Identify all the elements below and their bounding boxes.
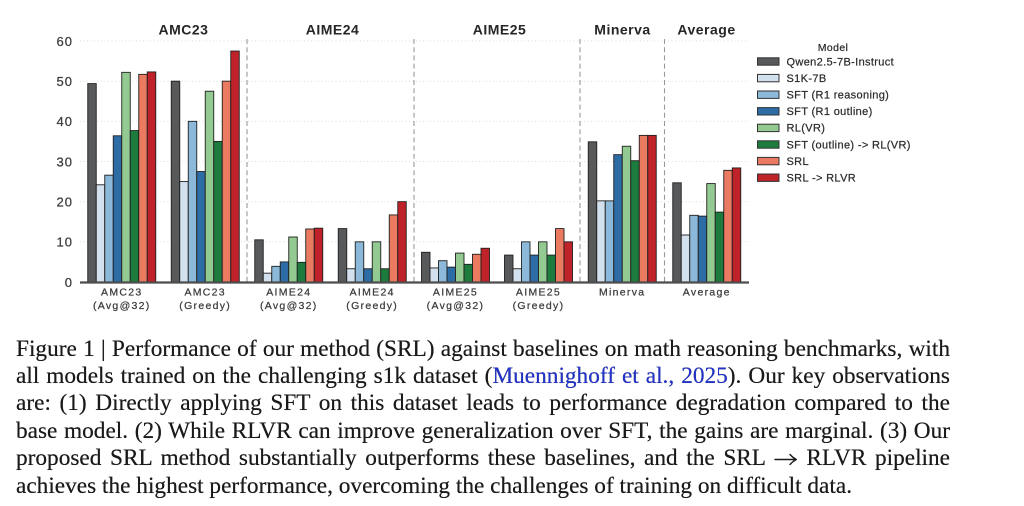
svg-text:AMC23: AMC23 — [159, 22, 209, 38]
svg-text:AIME25: AIME25 — [473, 22, 527, 38]
svg-text:Minerva: Minerva — [599, 287, 645, 299]
svg-text:0: 0 — [65, 275, 73, 290]
svg-text:AMC23: AMC23 — [184, 287, 226, 299]
svg-text:AMC23: AMC23 — [101, 287, 143, 299]
svg-text:Model: Model — [818, 42, 849, 54]
svg-text:AIME25: AIME25 — [516, 287, 561, 299]
svg-text:50: 50 — [57, 74, 73, 89]
svg-text:(Greedy): (Greedy) — [513, 300, 565, 312]
svg-text:SRL -> RLVR: SRL -> RLVR — [787, 173, 857, 185]
svg-text:AIME24: AIME24 — [350, 287, 395, 299]
svg-text:SFT (R1 outline): SFT (R1 outline) — [787, 106, 873, 118]
svg-text:SFT (outline) -> RL(VR): SFT (outline) -> RL(VR) — [787, 139, 911, 151]
svg-text:SRL: SRL — [787, 156, 809, 168]
svg-text:Qwen2.5-7B-Instruct: Qwen2.5-7B-Instruct — [787, 56, 895, 68]
svg-text:(Avg@32): (Avg@32) — [93, 300, 151, 312]
svg-text:60: 60 — [57, 34, 73, 49]
svg-text:Average: Average — [677, 22, 735, 38]
svg-text:AIME24: AIME24 — [266, 287, 311, 299]
svg-text:(Avg@32): (Avg@32) — [427, 300, 485, 312]
svg-text:40: 40 — [57, 114, 73, 129]
svg-text:30: 30 — [57, 154, 73, 169]
svg-text:(Greedy): (Greedy) — [346, 300, 398, 312]
svg-text:AIME24: AIME24 — [306, 22, 360, 38]
svg-text:S1K-7B: S1K-7B — [787, 73, 827, 85]
svg-text:Minerva: Minerva — [594, 22, 650, 38]
svg-text:20: 20 — [57, 195, 73, 210]
svg-text:AIME25: AIME25 — [433, 287, 478, 299]
svg-text:(Greedy): (Greedy) — [179, 300, 231, 312]
svg-text:Average: Average — [683, 287, 731, 299]
svg-text:SFT (R1 reasoning): SFT (R1 reasoning) — [787, 90, 890, 102]
svg-text:(Avg@32): (Avg@32) — [260, 300, 318, 312]
svg-text:RL(VR): RL(VR) — [787, 123, 826, 135]
svg-text:10: 10 — [57, 235, 73, 250]
